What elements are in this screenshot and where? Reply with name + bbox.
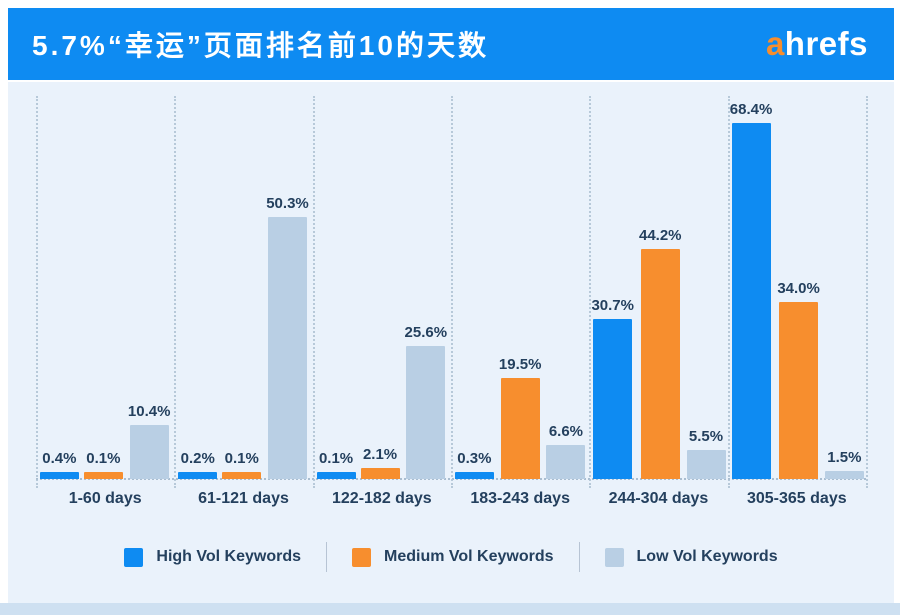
bar-low-vol-keywords bbox=[267, 217, 307, 479]
bar-high-vol-keywords bbox=[454, 472, 494, 479]
legend-label: Medium Vol Keywords bbox=[384, 548, 554, 565]
bar-value-label: 0.2% bbox=[180, 450, 215, 467]
plot-area: 0.4% 0.1% 10.4% 0.2% 0.1% 50.3% 0.1% 2.1% 25.6% 0… bbox=[36, 81, 868, 488]
bar-value-label: 1.5% bbox=[827, 449, 862, 467]
bar-item: 44.2% bbox=[639, 227, 682, 479]
group-separator-line bbox=[866, 96, 868, 488]
bar-value-label: 0.1% bbox=[318, 450, 354, 467]
category-label: 122-182 days bbox=[332, 490, 432, 507]
bar-value-label: 0.1% bbox=[224, 450, 259, 467]
bar-high-vol-keywords bbox=[178, 472, 218, 479]
bar-low-vol-keywords bbox=[546, 444, 586, 479]
bar-item: 0.4% bbox=[39, 450, 79, 479]
bar-value-label: 44.2% bbox=[638, 227, 682, 245]
ahrefs-logo: ahrefs bbox=[766, 25, 868, 63]
bar-high-vol-keywords bbox=[39, 472, 79, 479]
header-banner: 5.7%“幸运”页面排名前10的天数 ahrefs bbox=[8, 8, 894, 80]
legend-divider bbox=[326, 542, 328, 572]
legend-swatch bbox=[352, 547, 372, 567]
bar-high-vol-keywords bbox=[731, 123, 771, 479]
bar-value-label: 2.1% bbox=[362, 446, 398, 464]
bar-item: 25.6% bbox=[404, 323, 448, 479]
bar-value-label: 5.5% bbox=[688, 428, 724, 446]
bar-value-label: 50.3% bbox=[266, 195, 309, 213]
bar-medium-vol-keywords bbox=[500, 377, 540, 479]
bar-medium-vol-keywords bbox=[83, 472, 123, 479]
bar-low-vol-keywords bbox=[686, 450, 726, 479]
legend-label: Low Vol Keywords bbox=[636, 548, 778, 565]
legend-label: High Vol Keywords bbox=[156, 548, 302, 565]
bar-low-vol-keywords bbox=[824, 471, 864, 479]
bar-group-244-304-days: 30.7% 44.2% 5.5% bbox=[589, 81, 727, 479]
bar-high-vol-keywords bbox=[316, 472, 356, 479]
bar-value-label: 30.7% bbox=[591, 297, 634, 315]
category-label: 1-60 days bbox=[68, 490, 142, 507]
bar-medium-vol-keywords bbox=[360, 468, 400, 479]
bar-group-1-60-days: 0.4% 0.1% 10.4% bbox=[36, 81, 174, 479]
category-label: 183-243 days bbox=[470, 490, 570, 507]
bar-group-183-243-days: 0.3% 19.5% 6.6% bbox=[451, 81, 589, 479]
category-label: 61-121 days bbox=[198, 490, 289, 507]
group-separator-line bbox=[727, 96, 730, 488]
chart-legend: High Vol Keywords Medium Vol Keywords Low … bbox=[8, 542, 894, 572]
bar-value-label: 68.4% bbox=[729, 101, 773, 119]
bar-low-vol-keywords bbox=[406, 345, 446, 479]
bar-medium-vol-keywords bbox=[779, 302, 819, 479]
bar-item: 1.5% bbox=[824, 449, 864, 479]
bar-group-305-365-days: 68.4% 34.0% 1.5% bbox=[728, 81, 866, 479]
bar-low-vol-keywords bbox=[129, 424, 169, 479]
bar-value-label: 19.5% bbox=[498, 355, 542, 373]
bar-item: 0.1% bbox=[222, 450, 262, 479]
bar-value-label: 34.0% bbox=[777, 280, 820, 298]
group-separator-line bbox=[174, 96, 177, 488]
bar-value-label: 10.4% bbox=[127, 402, 171, 420]
bar-value-label: 0.3% bbox=[457, 450, 492, 467]
bar-item: 5.5% bbox=[686, 428, 726, 479]
category-label: 305-365 days bbox=[746, 490, 847, 507]
page-background-strip bbox=[0, 603, 900, 615]
ahrefs-logo-rest: hrefs bbox=[784, 25, 868, 62]
bar-item: 34.0% bbox=[777, 280, 820, 479]
bar-item: 6.6% bbox=[546, 422, 586, 479]
bar-value-label: 25.6% bbox=[404, 323, 448, 341]
bar-value-label: 0.4% bbox=[42, 450, 77, 467]
group-separator-line bbox=[36, 96, 38, 488]
bar-item: 2.1% bbox=[360, 446, 400, 479]
bar-value-label: 0.1% bbox=[86, 450, 121, 467]
bar-medium-vol-keywords bbox=[222, 472, 262, 479]
group-separator-line bbox=[451, 96, 453, 488]
bar-item: 0.3% bbox=[454, 450, 494, 479]
bar-item: 0.2% bbox=[178, 450, 218, 479]
x-axis-labels: 1-60 days 61-121 days 122-182 days 183-243 … bbox=[36, 490, 866, 508]
legend-item-high-vol-keywords: High Vol Keywords bbox=[124, 547, 302, 567]
bar-item: 30.7% bbox=[591, 297, 634, 479]
legend-item-low-vol-keywords: Low Vol Keywords bbox=[604, 547, 778, 567]
bar-group-61-121-days: 0.2% 0.1% 50.3% bbox=[174, 81, 312, 479]
bar-value-label: 6.6% bbox=[548, 422, 584, 440]
chart-panel: 0.4% 0.1% 10.4% 0.2% 0.1% 50.3% 0.1% 2.1% 25.6% 0… bbox=[8, 82, 894, 603]
bar-medium-vol-keywords bbox=[640, 249, 680, 479]
legend-swatch bbox=[124, 547, 144, 567]
legend-divider bbox=[578, 542, 580, 572]
bar-item: 0.1% bbox=[83, 450, 123, 479]
ahrefs-logo-a: a bbox=[765, 25, 785, 62]
bar-item: 10.4% bbox=[127, 402, 171, 479]
group-separator-line bbox=[589, 96, 592, 488]
group-separator-line bbox=[312, 96, 315, 488]
page-title: 5.7%“幸运”页面排名前10的天数 bbox=[32, 30, 489, 61]
bar-item: 68.4% bbox=[729, 101, 773, 479]
category-label: 244-304 days bbox=[608, 490, 709, 507]
bar-item: 50.3% bbox=[266, 195, 309, 479]
bar-item: 0.1% bbox=[316, 450, 356, 479]
bar-group-122-182-days: 0.1% 2.1% 25.6% bbox=[313, 81, 451, 479]
legend-item-medium-vol-keywords: Medium Vol Keywords bbox=[352, 547, 554, 567]
bar-high-vol-keywords bbox=[593, 319, 633, 479]
legend-swatch bbox=[604, 547, 624, 567]
bar-item: 19.5% bbox=[498, 355, 542, 479]
